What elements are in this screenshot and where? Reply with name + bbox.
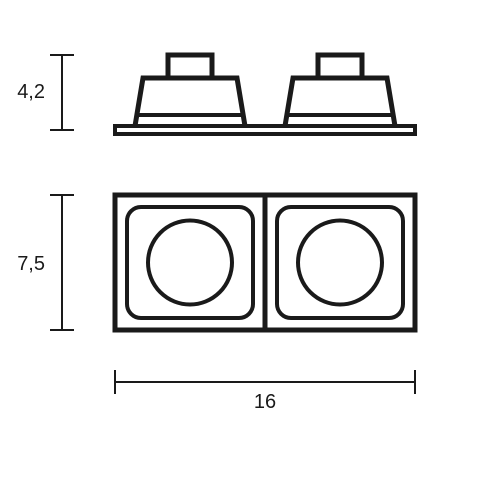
technical-drawing: 4,2 7,5 (0, 0, 500, 500)
dim-height-front-label: 7,5 (17, 253, 45, 275)
dim-height-front: 7,5 (17, 195, 74, 330)
housing-right (285, 55, 395, 126)
dim-width-label: 16 (254, 391, 276, 413)
cell-right (277, 207, 403, 318)
plan-view (115, 195, 415, 330)
side-elevation (115, 55, 415, 134)
dim-height-top: 4,2 (17, 55, 74, 130)
dim-height-top-label: 4,2 (17, 81, 45, 103)
dim-width: 16 (115, 370, 415, 413)
housing-left (135, 55, 245, 126)
cell-left (127, 207, 253, 318)
